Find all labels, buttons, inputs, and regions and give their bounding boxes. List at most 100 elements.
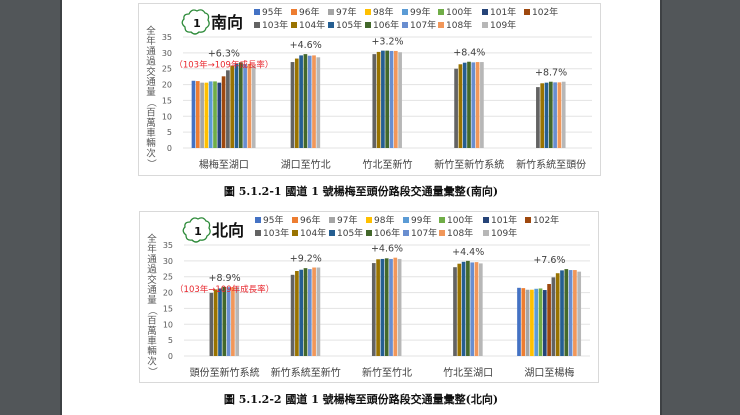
svg-text:過: 過 <box>147 264 157 276</box>
svg-text:全: 全 <box>147 233 157 245</box>
bar <box>470 262 475 356</box>
legend-item: 97年 <box>328 6 356 18</box>
bar <box>376 51 381 148</box>
x-category-label: 新竹至新竹系統 <box>434 158 504 171</box>
bar <box>213 289 218 356</box>
svg-text:通: 通 <box>146 77 156 88</box>
legend-item: 109年 <box>483 227 517 239</box>
bar <box>381 50 385 148</box>
y-tick-label: 15 <box>162 96 172 105</box>
legend-item: 95年 <box>255 214 283 226</box>
legend-item: 102年 <box>525 214 559 226</box>
bar-group <box>191 62 256 149</box>
y-tick-label: 30 <box>162 49 172 58</box>
bar <box>299 269 304 356</box>
bar <box>397 258 402 356</box>
legend-item: 96年 <box>291 6 319 18</box>
legend-item: 109年 <box>482 19 516 31</box>
legend-item: 104年 <box>292 227 326 239</box>
bar-group <box>290 267 321 356</box>
legend-item: 106年 <box>366 227 400 239</box>
bar <box>200 82 204 148</box>
bar <box>376 259 380 356</box>
legend-item: 102年 <box>524 6 558 18</box>
bar <box>542 290 547 356</box>
bar <box>474 262 479 356</box>
svg-text:103年: 103年 <box>262 19 288 31</box>
bar <box>540 83 545 148</box>
bar <box>544 82 549 148</box>
bar <box>536 87 540 148</box>
legend: 95年 96年 97年 98年 99年 100年 101年 102年 103年 104年 105年 1… <box>255 214 559 239</box>
svg-text:104年: 104年 <box>299 19 325 31</box>
y-tick-label: 25 <box>163 273 173 282</box>
growth-rate-label: +7.6% <box>533 255 565 266</box>
x-category-label: 楊梅至湖口 <box>199 158 249 171</box>
bar <box>316 57 321 148</box>
svg-text:100年: 100年 <box>447 214 473 226</box>
bar <box>195 81 200 148</box>
bar <box>191 80 196 148</box>
svg-text:97年: 97年 <box>336 6 356 18</box>
bar <box>231 287 235 356</box>
bar <box>461 261 466 356</box>
svg-text:次: 次 <box>146 147 156 159</box>
svg-text:通: 通 <box>147 285 157 296</box>
legend-item: 107年 <box>402 19 436 31</box>
bar <box>303 54 308 148</box>
bar <box>462 62 467 149</box>
x-category-label: 竹北至湖口 <box>443 366 493 379</box>
bar-group <box>453 260 483 356</box>
legend-item: 105年 <box>328 19 362 31</box>
bar <box>371 263 376 356</box>
y-tick-label: 30 <box>163 257 173 266</box>
bar <box>307 269 312 356</box>
bar <box>560 270 564 356</box>
bar <box>218 288 222 356</box>
bar <box>213 81 217 148</box>
svg-text:百: 百 <box>147 316 157 327</box>
bar <box>393 257 398 356</box>
svg-text:次: 次 <box>147 355 157 367</box>
y-tick-label: 10 <box>162 112 172 121</box>
legend-item: 98年 <box>365 6 393 18</box>
svg-text:輛: 輛 <box>147 345 157 357</box>
legend-item: 106年 <box>365 19 399 31</box>
legend-item: 99年 <box>403 214 431 226</box>
bar <box>480 62 484 148</box>
svg-text:96年: 96年 <box>300 214 320 226</box>
svg-text:109年: 109年 <box>491 227 517 239</box>
svg-text:通: 通 <box>146 46 156 57</box>
svg-text:量: 量 <box>147 295 157 306</box>
bar <box>478 263 483 356</box>
x-category-label: 湖口至楊梅 <box>524 366 574 379</box>
svg-text:98年: 98年 <box>374 214 394 226</box>
x-category-label: 竹北至新竹 <box>363 158 413 171</box>
chart-title: 北向 <box>212 221 244 240</box>
svg-text:萬: 萬 <box>147 325 157 337</box>
legend-item: 101年 <box>483 214 517 226</box>
bar <box>243 63 247 149</box>
bar <box>538 288 543 356</box>
bar <box>217 82 222 148</box>
bar-group <box>290 54 321 149</box>
legend-item: 101年 <box>482 6 516 18</box>
bar <box>454 68 458 148</box>
legend-item: 104年 <box>291 19 325 31</box>
bar <box>466 260 470 356</box>
bar <box>204 82 209 148</box>
bar <box>548 81 553 148</box>
bar <box>471 62 476 148</box>
y-tick-label: 20 <box>162 81 172 90</box>
bar <box>458 64 463 148</box>
x-category-label: 新竹系統至新竹 <box>271 366 341 379</box>
legend-item: 100年 <box>439 214 473 226</box>
growth-rate-label: +4.4% <box>452 247 484 258</box>
bar <box>553 82 557 148</box>
svg-text:105年: 105年 <box>336 19 362 31</box>
svg-text:101年: 101年 <box>490 6 516 18</box>
bar <box>316 267 321 356</box>
svg-text:交: 交 <box>147 274 157 286</box>
chart-southbound: 全年通過交通量（百萬車輛次） 0 5 10 15 20 25 30 35 1 南向 95年 96年 97年… <box>138 3 601 176</box>
